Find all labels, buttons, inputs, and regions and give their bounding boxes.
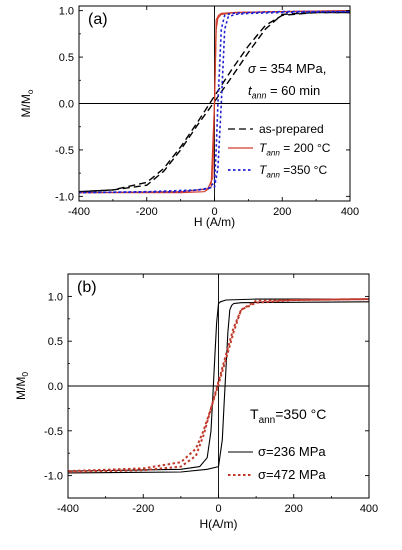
x-axis-label: H(A/m) xyxy=(200,517,238,531)
x-tick-label: -200 xyxy=(136,206,158,218)
x-tick-label: -400 xyxy=(68,206,90,218)
series-line-0-branch-1 xyxy=(67,298,369,472)
x-tick-label: 400 xyxy=(341,206,359,218)
y-tick-label: -0.5 xyxy=(44,426,63,438)
y-tick-label: -1.0 xyxy=(55,191,74,203)
x-tick-label: 0 xyxy=(215,503,221,515)
y-tick-label: 0.0 xyxy=(48,381,63,393)
legend-label-0: σ=236 MPa xyxy=(258,444,326,459)
y-axis-label: M/M0 xyxy=(14,372,30,400)
x-tick-label: -200 xyxy=(132,503,154,515)
annotation-time: tann = 60 min xyxy=(248,83,320,101)
y-tick-label: -1.0 xyxy=(44,471,63,483)
legend-label-2: Tann =350 °C xyxy=(259,163,327,179)
legend-label-1: Tann = 200 °C xyxy=(259,141,331,157)
chart-panel-b: -400 -200 0 200 400 -1.0 -0.5 0.0 0.5 1.0 H(A/m) M/… xyxy=(14,273,378,531)
y-tick-label: 0.5 xyxy=(48,336,63,348)
panel-label: (a) xyxy=(88,11,108,28)
annotation-anneal-temp: Tann=350 °C xyxy=(250,406,326,426)
annotation-stress: σ = 354 MPa, xyxy=(248,61,326,76)
x-tick-label: 200 xyxy=(273,206,291,218)
y-tick-label: 1.0 xyxy=(59,6,74,18)
y-tick-label: -0.5 xyxy=(55,145,74,157)
x-tick-label: 0 xyxy=(211,206,217,218)
x-tick-label: 200 xyxy=(285,503,303,515)
series-line-0-branch-1 xyxy=(78,11,350,193)
y-tick-label: 1.0 xyxy=(48,291,63,303)
x-tick-label: 400 xyxy=(360,503,378,515)
y-tick-label: 0.0 xyxy=(59,98,74,110)
y-axis-label: M/Mo xyxy=(19,89,35,117)
x-tick-label: -400 xyxy=(57,503,79,515)
legend-label-0: as-prepared xyxy=(259,122,324,136)
x-axis-label: H (A/m) xyxy=(194,215,235,229)
chart-panel-a: -400 -200 0 200 400 -1.0 -0.5 0.0 0.5 1.0 H (A/m) M… xyxy=(19,5,359,229)
series-line-1-branch-1 xyxy=(79,10,351,194)
panel-label: (b) xyxy=(77,279,97,296)
series-line-0-branch-0 xyxy=(67,301,370,474)
y-tick-label: 0.5 xyxy=(59,52,74,64)
series-line-2-branch-0 xyxy=(78,10,351,194)
series-line-2-branch-1 xyxy=(78,10,350,194)
series-line-1-branch-1 xyxy=(67,298,370,473)
legend-label-1: σ=472 MPa xyxy=(258,467,326,482)
